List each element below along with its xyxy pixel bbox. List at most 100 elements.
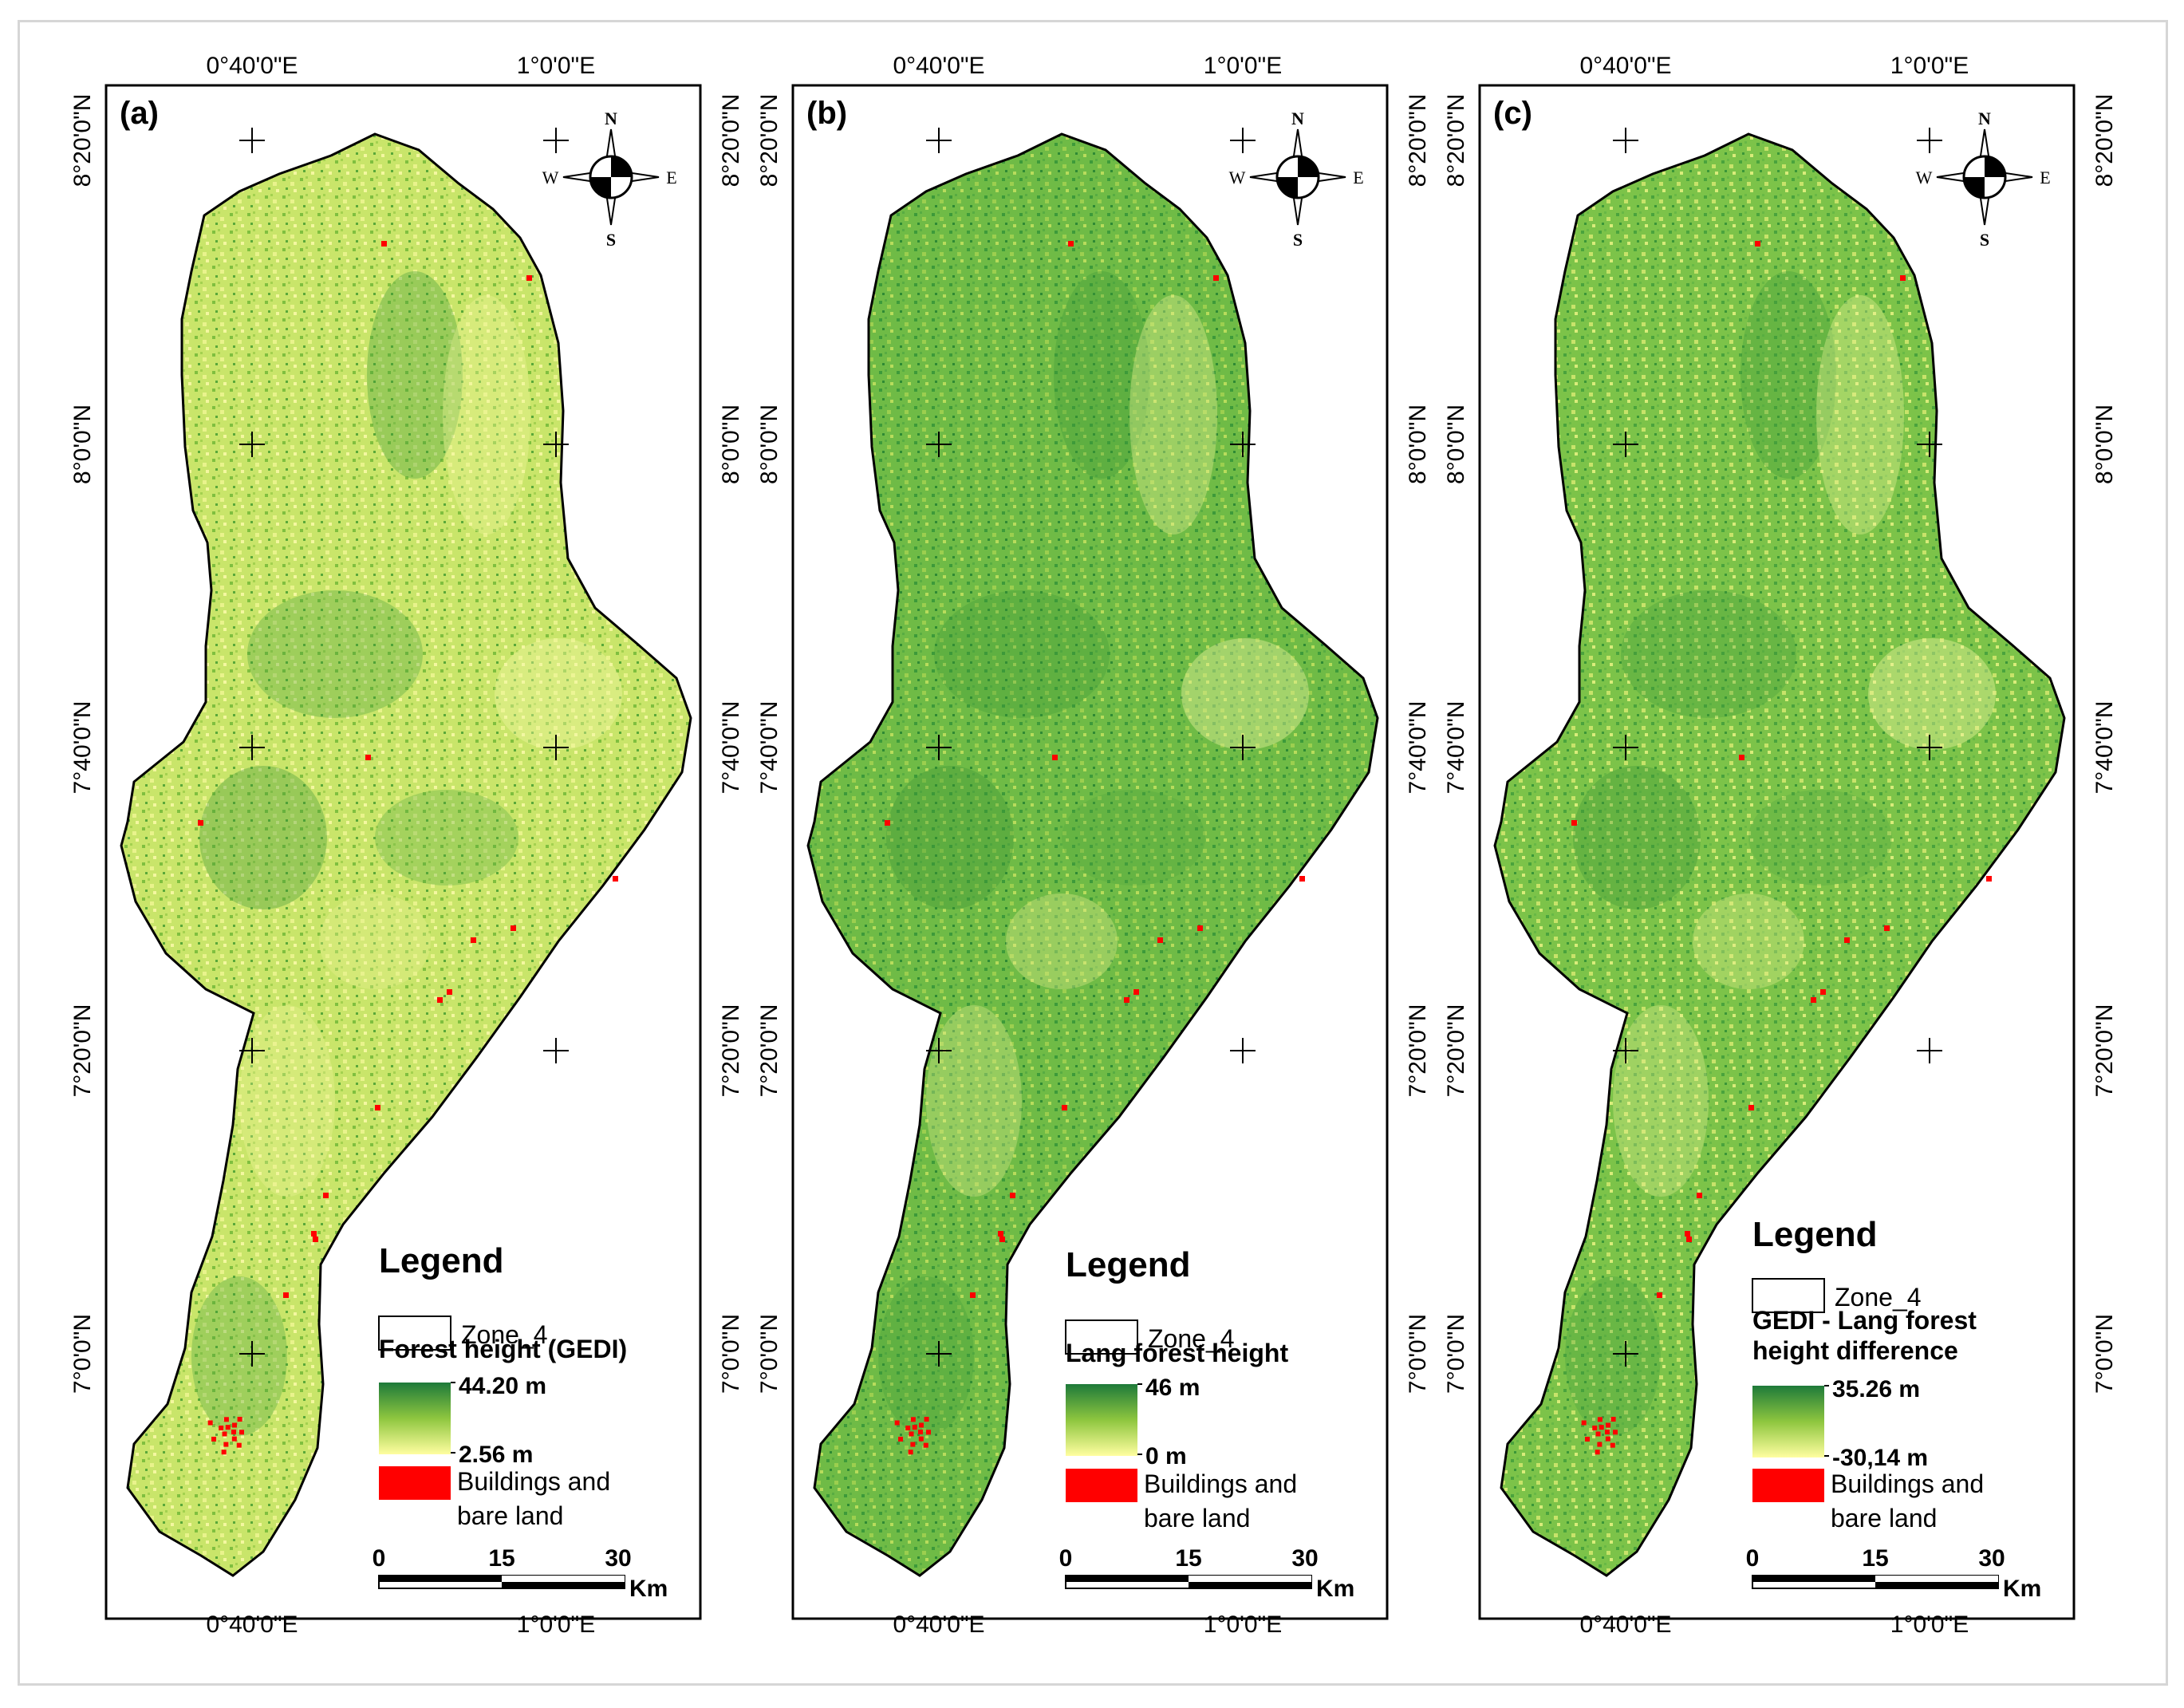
north-arrow-w-label: W — [1229, 168, 1246, 187]
urban-area-patch — [910, 1442, 916, 1447]
latitude-label-left: 8°20'0"N — [1443, 94, 1469, 187]
urban-area-patch — [1610, 1416, 1616, 1422]
bare-land-patch — [1062, 1105, 1067, 1110]
latitude-label-left: 8°20'0"N — [69, 94, 96, 187]
scale-bar-segment — [379, 1576, 502, 1582]
buildings-label-line: bare land — [457, 1501, 563, 1530]
latitude-label-right: 7°20'0"N — [1405, 1004, 1431, 1098]
layer-title-line: GEDI - Lang forest — [1752, 1306, 1977, 1335]
bare-land-patch — [999, 1237, 1005, 1242]
scale-bar-tick-label: 0 — [1746, 1545, 1760, 1572]
north-arrow-e-label: E — [1353, 168, 1363, 187]
bare-land-patch — [1884, 925, 1890, 931]
texture-blob — [878, 1276, 974, 1436]
buildings-swatch — [1066, 1469, 1137, 1502]
texture-blob — [1054, 271, 1149, 479]
latitude-label-right: 7°40'0"N — [1405, 701, 1431, 795]
latitude-label-left: 7°0'0"N — [1443, 1314, 1469, 1394]
urban-area-patch — [222, 1431, 227, 1437]
bare-land-patch — [1657, 1292, 1662, 1298]
ramp-min-label: -30,14 m — [1832, 1445, 1928, 1471]
scale-bar: 0 15 30 Km — [1059, 1545, 1355, 1602]
urban-area-patch — [909, 1431, 914, 1437]
longitude-label-top: 0°40'0"E — [206, 53, 298, 79]
bare-land-patch — [998, 1231, 1003, 1237]
bare-land-patch — [1299, 876, 1305, 882]
texture-blob — [1816, 295, 1904, 534]
bare-land-patch — [1052, 755, 1058, 760]
scale-bar-segment — [1189, 1582, 1311, 1588]
longitude-label-top: 1°0'0"E — [1890, 53, 1969, 79]
texture-blob — [191, 1276, 287, 1436]
panel-label: (b) — [806, 96, 847, 131]
north-arrow-quadrant — [590, 177, 611, 198]
urban-area-patch — [918, 1430, 923, 1434]
latitude-label-right: 7°20'0"N — [718, 1004, 744, 1098]
latitude-label-left: 8°0'0"N — [1443, 404, 1469, 484]
longitude-label-top: 0°40'0"E — [893, 53, 984, 79]
color-ramp-swatch — [1752, 1386, 1824, 1458]
urban-area-patch — [221, 1450, 227, 1455]
latitude-label-left: 7°0'0"N — [756, 1314, 783, 1394]
buildings-swatch — [1752, 1469, 1824, 1502]
north-arrow-quadrant — [611, 156, 632, 177]
zone-4-boundary — [120, 132, 692, 1577]
scale-bar-segment — [1066, 1576, 1189, 1582]
urban-area-patch — [207, 1420, 213, 1426]
scale-bar-unit: Km — [1316, 1576, 1354, 1602]
bare-land-patch — [1739, 755, 1744, 760]
latitude-label-left: 8°0'0"N — [69, 404, 96, 484]
ramp-max-label: 35.26 m — [1832, 1376, 1920, 1402]
latitude-label-right: 7°0'0"N — [718, 1314, 744, 1394]
texture-blob — [886, 766, 1014, 909]
bare-land-patch — [1157, 937, 1163, 943]
bare-land-patch — [1197, 925, 1203, 931]
north-arrow-e-label: E — [666, 168, 676, 187]
urban-area-patch — [905, 1425, 911, 1430]
ramp-max-label: 44.20 m — [459, 1373, 546, 1399]
latitude-label-right: 8°20'0"N — [718, 94, 744, 187]
bare-land-patch — [311, 1231, 317, 1237]
scale-bar-segment — [502, 1576, 625, 1582]
texture-blob — [239, 1005, 335, 1197]
north-arrow-n-label: N — [605, 108, 617, 128]
urban-area-patch — [1595, 1450, 1600, 1455]
urban-area-patch — [231, 1430, 236, 1434]
map-panel-a: 0°40'0"E 0°40'0"E 1°0'0"E 1°0'0"E 8°20'0"N 8°… — [69, 53, 744, 1638]
urban-area-patch — [1592, 1425, 1598, 1430]
legend-title: Legend — [1752, 1215, 1877, 1254]
bare-land-patch — [613, 876, 618, 882]
panel-label: (c) — [1493, 96, 1532, 131]
bare-land-patch — [1213, 275, 1219, 281]
latitude-label-right: 7°0'0"N — [1405, 1314, 1431, 1394]
texture-blob — [1573, 766, 1701, 909]
bare-land-patch — [1697, 1193, 1702, 1198]
urban-area-patch — [898, 1436, 904, 1442]
bare-land-patch — [1986, 876, 1992, 882]
zone-4-label: Zone_4 — [1835, 1283, 1922, 1312]
north-arrow-quadrant — [1298, 156, 1319, 177]
texture-blob — [1868, 638, 1996, 750]
zone-4-boundary — [806, 132, 1379, 1577]
urban-area-patch — [1585, 1436, 1591, 1442]
texture-blob — [199, 766, 327, 909]
latitude-label-right: 7°40'0"N — [718, 701, 744, 795]
scale-bar-segment — [1189, 1576, 1311, 1582]
north-arrow-quadrant — [1964, 177, 1985, 198]
bare-land-patch — [1748, 1105, 1754, 1110]
longitude-label-bottom: 0°40'0"E — [893, 1611, 984, 1638]
latitude-label-right: 7°40'0"N — [2091, 701, 2118, 795]
scale-bar-tick-label: 15 — [488, 1545, 514, 1572]
texture-blob — [443, 295, 530, 534]
texture-blob — [1693, 893, 1804, 989]
north-arrow-quadrant — [1985, 156, 2005, 177]
latitude-label-left: 7°20'0"N — [1443, 1004, 1469, 1098]
urban-area-patch — [219, 1425, 224, 1430]
texture-blob — [1740, 271, 1836, 479]
scale-bar-tick-label: 30 — [1978, 1545, 2005, 1572]
bare-land-patch — [447, 989, 452, 995]
urban-area-patch — [910, 1417, 916, 1422]
scale-bar-tick-label: 0 — [1059, 1545, 1073, 1572]
bare-land-patch — [381, 241, 387, 247]
